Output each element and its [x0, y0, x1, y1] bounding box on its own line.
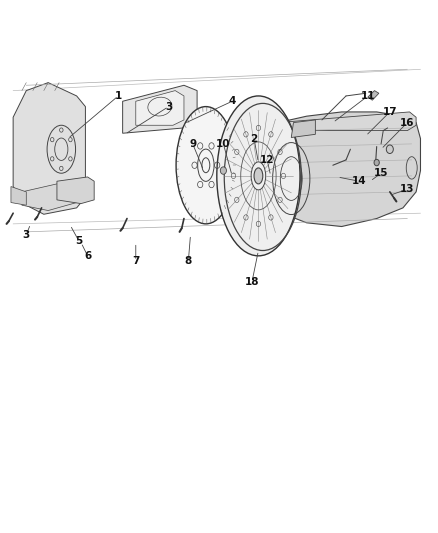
Text: 9: 9 — [189, 139, 196, 149]
Ellipse shape — [254, 168, 263, 184]
Polygon shape — [278, 112, 420, 227]
Ellipse shape — [217, 96, 300, 256]
Circle shape — [386, 145, 393, 154]
Text: 1: 1 — [115, 91, 122, 101]
Text: 3: 3 — [23, 230, 30, 239]
Polygon shape — [57, 177, 94, 204]
Text: 16: 16 — [400, 118, 415, 127]
Polygon shape — [13, 83, 85, 214]
Ellipse shape — [269, 147, 300, 211]
Text: 5: 5 — [75, 236, 82, 246]
Polygon shape — [123, 85, 197, 133]
Text: 15: 15 — [374, 168, 389, 178]
Text: 10: 10 — [216, 139, 231, 149]
Circle shape — [220, 167, 226, 174]
Text: 11: 11 — [360, 91, 375, 101]
Text: 3: 3 — [165, 102, 172, 111]
Circle shape — [374, 159, 379, 166]
Text: 18: 18 — [244, 278, 259, 287]
Text: 7: 7 — [132, 256, 139, 266]
Polygon shape — [136, 91, 184, 125]
Text: 4: 4 — [229, 96, 236, 106]
Text: 14: 14 — [352, 176, 367, 186]
Ellipse shape — [176, 107, 236, 224]
Text: 8: 8 — [185, 256, 192, 266]
Polygon shape — [291, 120, 315, 138]
Polygon shape — [11, 187, 26, 205]
Polygon shape — [22, 184, 77, 211]
Text: 12: 12 — [260, 155, 275, 165]
Text: 13: 13 — [400, 184, 415, 194]
Text: 2: 2 — [251, 134, 258, 143]
Polygon shape — [368, 91, 379, 100]
Text: 17: 17 — [382, 107, 397, 117]
Polygon shape — [278, 112, 416, 131]
Text: 6: 6 — [84, 251, 91, 261]
